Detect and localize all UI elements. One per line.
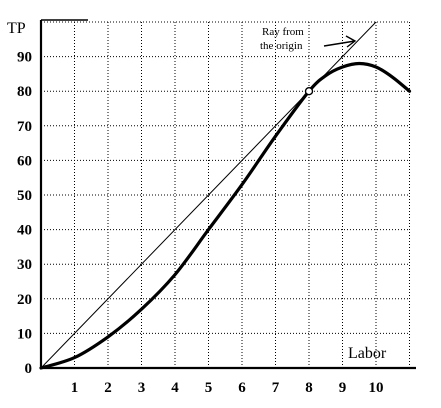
x-tick-label: 1 — [71, 380, 79, 396]
x-tick-label: 7 — [272, 380, 280, 396]
y-tick-label: 50 — [17, 188, 32, 204]
x-tick-label: 3 — [138, 380, 146, 396]
x-tick-label: 4 — [171, 380, 179, 396]
annotation-arrow — [323, 35, 357, 48]
ray-annotation: Ray from the origin — [260, 26, 357, 52]
y-tick-label: 90 — [17, 50, 32, 66]
y-tick-label: 80 — [17, 84, 32, 100]
y-tick-label: 30 — [17, 257, 32, 273]
y-tick-label: 20 — [17, 292, 32, 308]
x-tick-label: 2 — [104, 380, 112, 396]
annotation-line-1: Ray from — [262, 26, 304, 38]
ray-from-origin — [40, 21, 377, 369]
x-tick-label: 9 — [339, 380, 347, 396]
x-tick-label: 10 — [369, 380, 384, 396]
annotation-line-2: the origin — [260, 40, 303, 52]
tangency-point — [304, 86, 314, 96]
series — [39, 21, 412, 370]
y-tick-label: 60 — [17, 153, 32, 169]
x-tick-label: 5 — [205, 380, 213, 396]
axes — [39, 19, 416, 370]
y-tick-label: 10 — [17, 326, 32, 342]
y-tick-label: 40 — [17, 223, 32, 239]
x-tick-label: 6 — [238, 380, 246, 396]
tick-labels: 0 10 20 30 40 50 60 70 80 90 1 2 3 4 5 6 7 8 9 10 — [17, 50, 384, 396]
grid — [41, 21, 410, 368]
y-tick-label: 70 — [17, 119, 32, 135]
y-tick-label: 0 — [25, 361, 33, 377]
tp-curve — [39, 61, 412, 370]
x-axis-label: Labor — [348, 345, 387, 362]
x-tick-label: 8 — [305, 380, 313, 396]
y-axis-label: TP — [7, 20, 26, 37]
